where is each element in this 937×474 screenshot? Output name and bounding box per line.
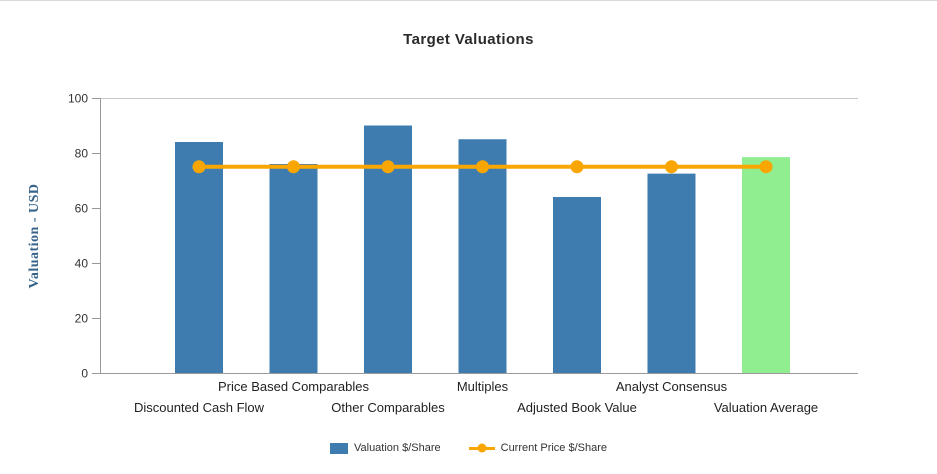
x-category-label-4: Adjusted Book Value	[517, 400, 637, 415]
legend-item-valuation-share[interactable]: Valuation $/Share	[329, 442, 441, 454]
x-category-label-5: Analyst Consensus	[616, 379, 728, 394]
x-category-label-0: Discounted Cash Flow	[134, 400, 265, 415]
legend-label-current-price: Current Price $/Share	[500, 442, 608, 454]
bar-4[interactable]	[553, 197, 601, 373]
y-tick-label-4: 80	[75, 147, 89, 161]
x-category-label-2: Other Comparables	[331, 400, 445, 415]
bar-3[interactable]	[458, 139, 507, 373]
legend-item-current-price[interactable]: Current Price $/Share	[468, 442, 608, 454]
line-series-swatch-icon	[468, 443, 495, 453]
bar-series-swatch-icon	[329, 442, 348, 454]
bar-5[interactable]	[647, 173, 696, 373]
y-tick-label-5: 100	[68, 92, 88, 106]
bar-0[interactable]	[175, 142, 223, 373]
current-price-marker-6[interactable]	[759, 160, 773, 174]
bar-1[interactable]	[269, 164, 318, 373]
chart-title: Target Valuations	[403, 31, 534, 48]
y-tick-label-0: 0	[81, 367, 88, 381]
current-price-marker-3[interactable]	[476, 160, 489, 174]
current-price-marker-4[interactable]	[570, 160, 584, 174]
y-tick-label-3: 60	[75, 202, 89, 216]
x-category-label-1: Price Based Comparables	[218, 379, 370, 394]
x-category-label-6: Valuation Average	[714, 400, 818, 415]
current-price-marker-2[interactable]	[381, 160, 395, 174]
legend-label-valuation-share: Valuation $/Share	[353, 442, 441, 454]
current-price-marker-1[interactable]	[287, 160, 300, 174]
bar-6[interactable]	[742, 157, 790, 373]
legend: Valuation $/Share Current Price $/Share	[0, 442, 937, 454]
x-category-label-3: Multiples	[457, 379, 509, 394]
current-price-marker-0[interactable]	[192, 160, 206, 174]
current-price-marker-5[interactable]	[665, 160, 678, 174]
y-tick-label-1: 20	[75, 312, 89, 326]
y-tick-label-2: 40	[75, 257, 89, 271]
line-marker-icon	[477, 443, 487, 453]
